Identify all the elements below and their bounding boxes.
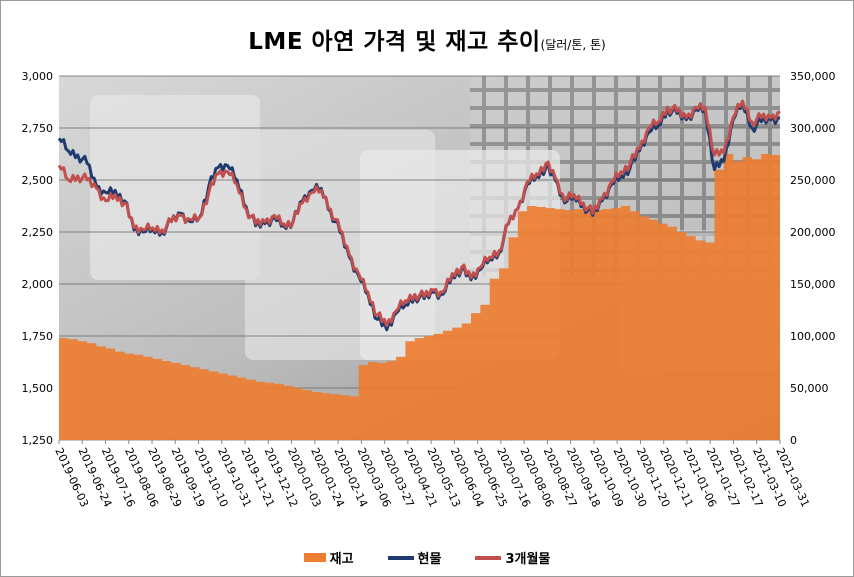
left-tick-label: 2,000 bbox=[22, 278, 54, 291]
left-tick-label: 2,750 bbox=[22, 122, 54, 135]
chart-title: LME 아연 가격 및 재고 추이 bbox=[248, 29, 541, 55]
legend-label-3month: 3개월물 bbox=[505, 552, 551, 567]
left-tick-label: 1,500 bbox=[22, 382, 54, 395]
chart-title-unit: (달러/톤, 톤) bbox=[540, 38, 606, 52]
right-tick-label: 100,000 bbox=[790, 330, 836, 343]
x-axis: 2019-06-032019-06-242019-07-162019-08-06… bbox=[52, 440, 812, 509]
three-month-price-line bbox=[57, 99, 781, 328]
right-axis: 0 50,000 100,000 150,000 200,000 250,000 300,0… bbox=[790, 70, 836, 447]
right-tick-label: 300,000 bbox=[790, 122, 836, 135]
legend: 재고 현물 3개월물 bbox=[0, 548, 854, 567]
legend-swatch-3month bbox=[475, 555, 502, 560]
right-tick-label: 350,000 bbox=[790, 70, 836, 83]
legend-item-spot: 현물 bbox=[387, 548, 442, 567]
price-lines-layer bbox=[57, 99, 781, 332]
left-tick-label: 1,250 bbox=[22, 434, 54, 447]
right-tick-label: 250,000 bbox=[790, 174, 836, 187]
left-axis: 1,250 1,500 1,750 2,000 2,250 2,500 2,750 3,000 bbox=[22, 70, 54, 447]
left-tick-label: 2,500 bbox=[22, 174, 54, 187]
left-tick-label: 3,000 bbox=[22, 70, 54, 83]
legend-label-spot: 현물 bbox=[417, 552, 442, 567]
right-tick-label: 0 bbox=[790, 434, 797, 447]
stock-area bbox=[59, 154, 780, 440]
right-tick-label: 200,000 bbox=[790, 226, 836, 239]
legend-item-3month: 3개월물 bbox=[475, 548, 550, 567]
left-tick-label: 1,750 bbox=[22, 330, 54, 343]
right-tick-label: 50,000 bbox=[790, 382, 829, 395]
chart-title-block: LME 아연 가격 및 재고 추이(달러/톤, 톤) bbox=[0, 22, 854, 56]
right-tick-label: 150,000 bbox=[790, 278, 836, 291]
legend-item-stock: 재고 bbox=[303, 548, 354, 567]
stock-area-layer bbox=[59, 154, 780, 440]
legend-label-stock: 재고 bbox=[329, 552, 354, 567]
legend-swatch-spot bbox=[387, 555, 414, 560]
legend-swatch-stock bbox=[303, 553, 326, 562]
left-tick-label: 2,250 bbox=[22, 226, 54, 239]
